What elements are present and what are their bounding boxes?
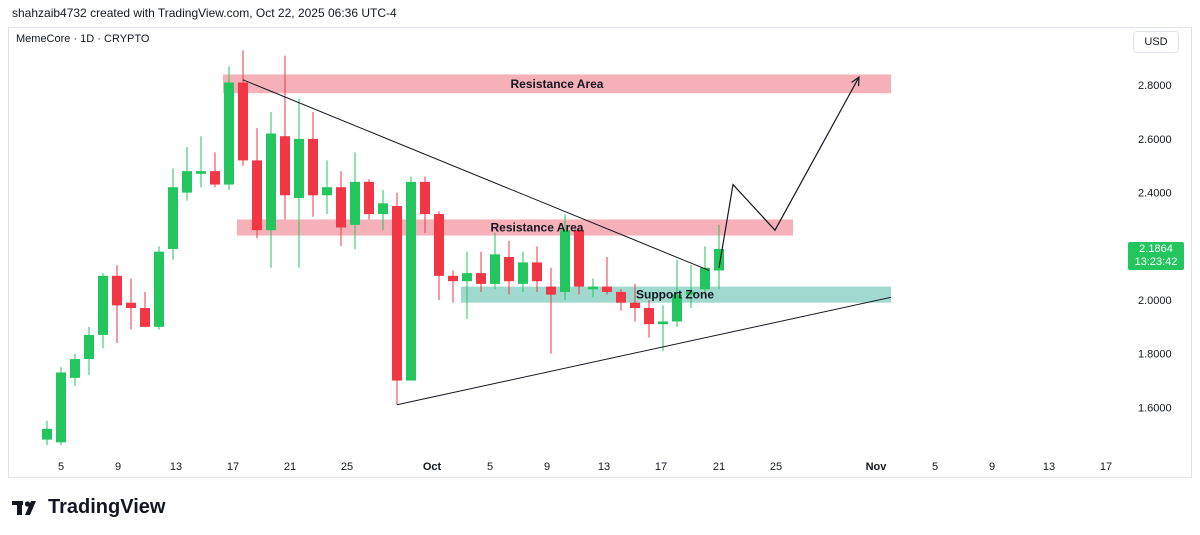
zone-label-1: Resistance Area [491,221,584,235]
x-tick-5: 25 [341,461,353,473]
candle-body-45[interactable] [672,294,682,322]
candle-body-31[interactable] [476,273,486,284]
candle-body-2[interactable] [70,359,80,378]
candle-body-41[interactable] [616,291,626,303]
x-tick-1: 9 [115,461,121,473]
candle-body-47[interactable] [700,267,710,290]
trendline-0[interactable] [242,79,710,271]
currency-button[interactable]: USD [1133,31,1179,53]
projection-path[interactable] [718,76,860,268]
x-tick-7: 5 [487,461,493,473]
candle-body-32[interactable] [490,254,500,284]
candle-body-11[interactable] [196,171,206,174]
x-tick-11: 21 [713,461,725,473]
x-tick-12: 25 [770,461,782,473]
candle-body-26[interactable] [406,181,416,381]
last-price: 2.1864 [1139,243,1173,255]
x-tick-16: 13 [1043,461,1055,473]
y-tick-6: 1.6000 [1138,402,1172,414]
candle-body-27[interactable] [420,181,430,215]
candle-body-7[interactable] [140,308,150,327]
candle-body-34[interactable] [518,262,528,284]
candle-body-16[interactable] [266,133,276,231]
y-tick-5: 1.8000 [1138,349,1172,361]
candle-body-20[interactable] [322,187,332,196]
candle-body-43[interactable] [644,308,654,325]
candle-body-5[interactable] [112,275,122,306]
candle-body-33[interactable] [504,257,514,282]
candle-body-39[interactable] [588,286,598,290]
candle-body-13[interactable] [224,82,234,185]
tradingview-logo[interactable]: TradingView [12,496,165,519]
chart-credit: shahzaib4732 created with TradingView.co… [12,6,397,20]
chart-frame [8,27,1192,478]
y-tick-4: 2.0000 [1138,295,1172,307]
candle-body-38[interactable] [574,230,584,287]
resistance-zone-1[interactable] [237,219,793,236]
candle-body-36[interactable] [546,286,556,295]
x-tick-6: Oct [423,461,442,473]
tradingview-logo-icon [12,500,36,515]
candle-body-44[interactable] [658,321,668,325]
candle-body-25[interactable] [392,206,402,381]
tradingview-logo-text: TradingView [48,496,166,518]
x-tick-15: 9 [989,461,995,473]
candle-body-23[interactable] [364,181,374,215]
candle-body-40[interactable] [602,286,612,292]
candle-body-1[interactable] [56,372,66,443]
candle-body-10[interactable] [182,171,192,193]
resistance-zone-0[interactable] [223,74,891,94]
zone-label-2: Support Zone [636,288,714,302]
candle-body-9[interactable] [168,187,178,249]
candle-body-37[interactable] [560,230,570,292]
candle-body-21[interactable] [336,187,346,228]
x-tick-0: 5 [58,461,64,473]
candle-body-15[interactable] [252,160,262,231]
candle-body-14[interactable] [238,82,248,161]
candle-body-4[interactable] [98,275,108,335]
candle-body-28[interactable] [434,214,444,276]
candle-body-18[interactable] [294,138,304,198]
candle-body-29[interactable] [448,275,458,282]
candle-body-8[interactable] [154,251,164,327]
candle-body-46[interactable] [686,291,696,295]
candle-body-48[interactable] [714,248,724,271]
trendline-1[interactable] [396,296,892,406]
candle-body-42[interactable] [630,302,640,309]
x-tick-2: 13 [170,461,182,473]
x-tick-10: 17 [655,461,667,473]
x-tick-8: 9 [544,461,550,473]
last-price-badge: 2.1864 13:23:42 [1128,242,1184,270]
candle-body-12[interactable] [210,171,220,185]
x-tick-17: 17 [1100,461,1112,473]
bar-countdown: 13:23:42 [1134,256,1178,268]
x-tick-14: 5 [932,461,938,473]
candle-body-19[interactable] [308,138,318,196]
zone-label-0: Resistance Area [511,77,604,91]
x-tick-4: 21 [284,461,296,473]
candle-body-6[interactable] [126,302,136,309]
candle-body-30[interactable] [462,273,472,282]
x-tick-13: Nov [866,461,888,473]
symbol-label[interactable]: MemeCore · 1D · CRYPTO [16,33,150,45]
candle-body-0[interactable] [42,428,52,440]
x-tick-3: 17 [227,461,239,473]
candle-body-3[interactable] [84,334,94,360]
projection-arrowhead [851,75,860,87]
candle-body-35[interactable] [532,262,542,282]
candle-body-17[interactable] [280,136,290,196]
y-tick-0: 2.8000 [1138,80,1172,92]
candle-body-24[interactable] [378,203,388,215]
x-tick-9: 13 [598,461,610,473]
candle-body-22[interactable] [350,181,360,225]
y-tick-1: 2.6000 [1138,134,1172,146]
y-tick-2: 2.4000 [1138,188,1172,200]
